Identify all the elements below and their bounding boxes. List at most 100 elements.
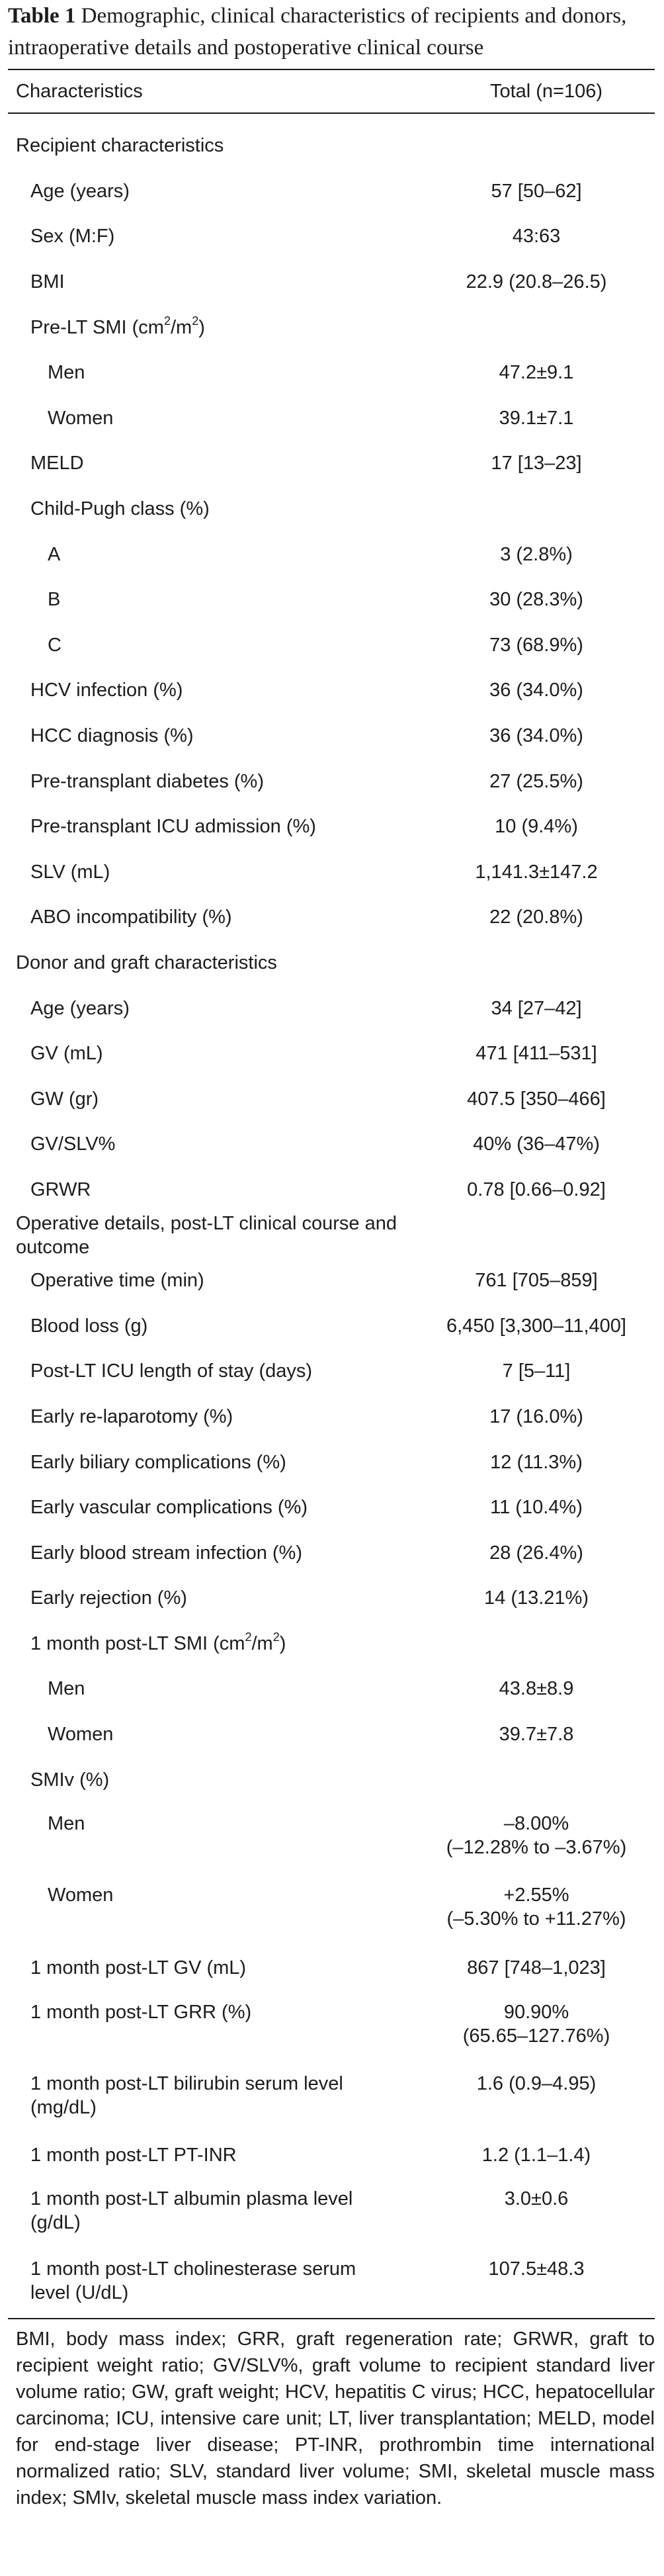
- table-row-biliary: Early biliary complications (%) 12 (11.3…: [8, 1439, 655, 1485]
- row-value: 17 (16.0%): [489, 1405, 583, 1427]
- table-top-rule: [8, 69, 655, 70]
- table-row-gv-slv: GV/SLV% 40% (36–47%): [8, 1122, 655, 1167]
- table-row-cp-a: A 3 (2.8%): [8, 531, 655, 577]
- table-row-bsi: Early blood stream infection (%) 28 (26.…: [8, 1530, 655, 1576]
- table-row-diabetes: Pre-transplant diabetes (%) 27 (25.5%): [8, 758, 655, 804]
- section-donor: Donor and graft characteristics: [8, 940, 655, 986]
- table-caption-text: Demographic, clinical characteristics of…: [8, 4, 627, 60]
- row-label: Child-Pugh class (%): [30, 498, 210, 520]
- row-value: 22 (20.8%): [489, 907, 583, 928]
- table-row-hcv: HCV infection (%) 36 (34.0%): [8, 668, 655, 713]
- row-label: Early re-laparotomy (%): [30, 1405, 233, 1427]
- row-label: Men: [48, 1812, 85, 1834]
- row-value: 471 [411–531]: [476, 1043, 597, 1065]
- table-row-smiv-men: Men –8.00% (–12.28% to –3.67%): [8, 1802, 655, 1874]
- row-value: 30 (28.3%): [489, 589, 583, 611]
- table-bottom-rule: [8, 2318, 655, 2320]
- row-value: 39.7±7.8: [499, 1724, 574, 1746]
- table-row-cp-c: C 73 (68.9%): [8, 623, 655, 668]
- row-value: 14 (13.21%): [484, 1587, 589, 1609]
- table-row-post-cholinesterase: 1 month post-LT cholinesterase serum lev…: [8, 2248, 655, 2318]
- section-recipient: Recipient characteristics: [8, 123, 655, 169]
- table-row-operative-time: Operative time (min) 761 [705–859]: [8, 1258, 655, 1304]
- row-label: 1 month post-LT PT-INR: [30, 2144, 237, 2166]
- row-value: 6,450 [3,300–11,400]: [446, 1315, 626, 1337]
- row-value: 761 [705–859]: [475, 1270, 598, 1292]
- row-value: 11 (10.4%): [490, 1497, 583, 1519]
- row-value: 27 (25.5%): [489, 770, 583, 792]
- row-label: 1 month post-LT GV (mL): [30, 1957, 247, 1979]
- table-row-sex: Sex (M:F) 43:63: [8, 214, 655, 259]
- row-value: 40% (36–47%): [473, 1133, 600, 1155]
- row-label-part: /m: [170, 316, 192, 338]
- table-row-hcc: HCC diagnosis (%) 36 (34.0%): [8, 713, 655, 759]
- table-row-post-smi: 1 month post-LT SMI (cm2/m2): [8, 1621, 655, 1667]
- row-value: 1.2 (1.1–1.4): [481, 2144, 591, 2166]
- row-value: 43.8±8.9: [499, 1678, 574, 1700]
- row-label-line: 1 month post-LT cholinesterase serum: [30, 2258, 356, 2280]
- row-label: Early biliary complications (%): [30, 1451, 286, 1473]
- table-header-rule: [8, 112, 655, 114]
- row-label: Post-LT ICU length of stay (days): [30, 1360, 313, 1382]
- row-label: Men: [48, 362, 85, 384]
- row-value: 12 (11.3%): [490, 1451, 583, 1473]
- table-row-smiv-women: Women +2.55% (–5.30% to +11.27%): [8, 1874, 655, 1945]
- row-label: Women: [48, 407, 114, 429]
- row-value: 73 (68.9%): [489, 634, 583, 656]
- row-label: 1 month post-LT GRR (%): [30, 2001, 252, 2023]
- row-label: A: [48, 543, 61, 565]
- table-row-post-smi-men: Men 43.8±8.9: [8, 1666, 655, 1712]
- row-value: 407.5 [350–466]: [467, 1088, 606, 1110]
- superscript: 2: [245, 1630, 252, 1644]
- row-value: 17 [13–23]: [491, 453, 582, 474]
- table-row-prelt-men: Men 47.2±9.1: [8, 350, 655, 396]
- table-row-cp-b: B 30 (28.3%): [8, 577, 655, 623]
- row-label: HCC diagnosis (%): [30, 725, 194, 747]
- table-row-slv: SLV (mL) 1,141.3±147.2: [8, 850, 655, 895]
- row-label-line: (g/dL): [30, 2212, 81, 2234]
- row-label: BMI: [30, 271, 65, 293]
- table-row-rejection: Early rejection (%) 14 (13.21%): [8, 1576, 655, 1621]
- header-total: Total (n=106): [489, 81, 603, 102]
- row-label: GV/SLV%: [30, 1133, 116, 1155]
- row-value: 90.90% (65.65–127.76%): [418, 2000, 655, 2048]
- table-header-row: Characteristics Total (n=106): [8, 70, 655, 112]
- row-label-line: level (U/dL): [30, 2282, 129, 2304]
- row-label: GV (mL): [30, 1043, 103, 1065]
- row-value: 36 (34.0%): [489, 680, 583, 701]
- row-value: 22.9 (20.8–26.5): [466, 271, 607, 293]
- table-row-grwr: GRWR 0.78 [0.66–0.92]: [8, 1167, 655, 1213]
- table-row-relaparotomy: Early re-laparotomy (%) 17 (16.0%): [8, 1394, 655, 1440]
- row-label-part: 1 month post-LT SMI (cm: [30, 1632, 245, 1654]
- table-row-blood-loss: Blood loss (g) 6,450 [3,300–11,400]: [8, 1303, 655, 1349]
- row-value: 867 [748–1,023]: [467, 1957, 606, 1979]
- table-row-post-smi-women: Women 39.7±7.8: [8, 1712, 655, 1757]
- row-label: MELD: [30, 453, 84, 474]
- table-footnote: BMI, body mass index; GRR, graft regener…: [16, 2329, 655, 2509]
- table-row-prelt-smi: Pre-LT SMI (cm2/m2): [8, 304, 655, 350]
- section-label: Donor and graft characteristics: [16, 952, 277, 973]
- section-label: Operative details, post-LT clinical cour…: [16, 1212, 397, 1258]
- superscript: 2: [272, 1630, 280, 1644]
- row-label: 1 month post-LT cholinesterase serum lev…: [8, 2257, 418, 2305]
- header-characteristics: Characteristics: [16, 81, 143, 102]
- row-label-part: /m: [251, 1632, 273, 1654]
- row-value: 107.5±48.3: [488, 2258, 585, 2280]
- row-label: B: [48, 589, 61, 611]
- row-label: Early blood stream infection (%): [30, 1542, 302, 1564]
- row-value: 36 (34.0%): [489, 725, 583, 747]
- row-value-line: (–5.30% to +11.27%): [446, 1908, 626, 1930]
- row-label: ABO incompatibility (%): [30, 907, 232, 928]
- table-row-bmi: BMI 22.9 (20.8–26.5): [8, 259, 655, 305]
- row-label: Early vascular complications (%): [30, 1497, 308, 1519]
- row-label-part: ): [279, 1632, 286, 1654]
- table-row-smiv: SMIv (%): [8, 1757, 655, 1802]
- row-label: SMIv (%): [30, 1769, 110, 1791]
- row-label: 1 month post-LT SMI (cm2/m2): [8, 1630, 418, 1656]
- row-label: 1 month post-LT bilirubin serum level (m…: [8, 2072, 418, 2119]
- row-value-line: 90.90%: [503, 2001, 569, 2023]
- superscript: 2: [163, 314, 171, 328]
- row-value: –8.00% (–12.28% to –3.67%): [418, 1812, 655, 1859]
- row-label-line: 1 month post-LT bilirubin serum level: [30, 2072, 343, 2094]
- row-label-line: (mg/dL): [30, 2096, 97, 2118]
